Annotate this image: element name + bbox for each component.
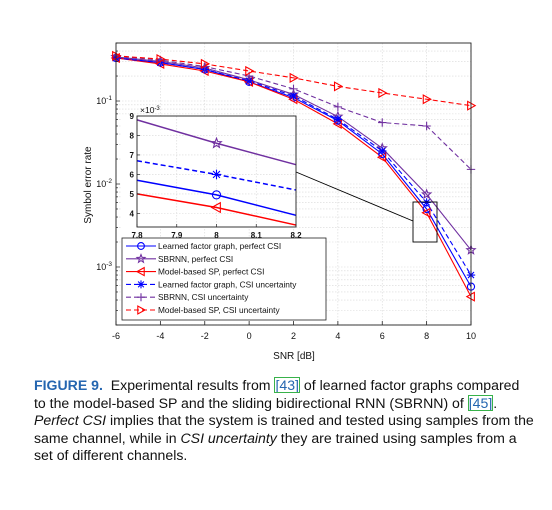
figure-caption: FIGURE 9. Experimental results from [43]… — [34, 377, 534, 465]
inset-series-line-model-based-sp-perfect-csi — [136, 193, 297, 226]
main-x-tick-label: 10 — [466, 331, 476, 341]
main-x-tick-label: -4 — [156, 331, 164, 341]
inset-y-tick-label: 8 — [130, 131, 135, 140]
legend-entry-label: Learned factor graph, perfect CSI — [158, 241, 281, 251]
data-point-sbrnn-csi-uncertainty — [333, 102, 343, 112]
inset-x-tick-label: 8 — [214, 231, 219, 240]
data-point-model-based-sp-perfect-csi — [421, 207, 431, 218]
caption-text: Experimental results from — [110, 377, 275, 393]
data-point-sbrnn-perfect-csi — [420, 188, 433, 200]
legend-marker-learned-factor-graph-csi-uncertainty — [137, 280, 145, 289]
inset-ticks: 7.8 7.9 8 8.1 8.2 4 5 6 7 8 9 — [130, 112, 303, 240]
legend-entry-label: Model-based SP, perfect CSI — [158, 267, 264, 277]
data-point-model-based-sp-csi-uncertainty — [333, 81, 344, 92]
data-point-model-based-sp-csi-uncertainty — [156, 53, 166, 65]
y-axis-label: Symbol error rate — [83, 146, 94, 224]
inset-data-point-learned-factor-graph-perfect-csi — [211, 190, 222, 200]
data-point-model-based-sp-csi-uncertainty — [200, 58, 211, 70]
inset-data-point-sbrnn-perfect-csi — [210, 136, 223, 149]
legend-marker-sbrnn-perfect-csi — [135, 253, 147, 264]
inset-data-point-learned-factor-graph-csi-uncertainty — [211, 169, 222, 180]
legend-entry-label: SBRNN, CSI uncertainty — [158, 292, 249, 302]
zoom-connector-line — [295, 171, 414, 222]
data-point-sbrnn-csi-uncertainty — [378, 118, 387, 127]
data-point-learned-factor-graph-csi-uncertainty — [289, 91, 298, 101]
inset-series-line-sbrnn-perfect-csi — [136, 119, 297, 166]
data-point-learned-factor-graph-csi-uncertainty — [378, 146, 387, 156]
inset-x-tick-label: 8.1 — [251, 231, 263, 240]
data-point-sbrnn-csi-uncertainty — [289, 84, 298, 94]
main-ticks: -6 -4 -2 0 2 4 6 8 10 10-3 10-2 10-1 — [96, 42, 476, 341]
caption-figure-label: FIGURE 9. — [34, 377, 103, 393]
citation-link-43[interactable]: [43] — [274, 377, 300, 393]
inset-y-tick-label: 7 — [130, 151, 135, 160]
legend-entry-label: Model-based SP, CSI uncertainty — [158, 305, 280, 315]
caption-text: implies that the system is trained and t… — [34, 412, 534, 446]
zoom-region-box — [412, 201, 438, 243]
legend-marker-model-based-sp-perfect-csi — [135, 266, 145, 277]
data-point-learned-factor-graph-csi-uncertainty — [333, 115, 343, 124]
main-y-tick-label: 10-1 — [96, 95, 112, 106]
series-line-model-based-sp-csi-uncertainty — [115, 55, 472, 107]
caption-text: they are trained using samples from a se… — [34, 429, 517, 464]
data-point-learned-factor-graph-csi-uncertainty — [244, 76, 254, 86]
inset-series-line-learned-factor-graph-perfect-csi — [136, 179, 297, 217]
series-line-learned-factor-graph-csi-uncertainty — [115, 57, 472, 276]
inset-background — [121, 116, 296, 228]
legend-marker-sbrnn-csi-uncertainty — [137, 293, 145, 302]
inset-series-markers — [210, 136, 223, 214]
citation-link-45[interactable]: [45] — [467, 394, 494, 411]
legend-marker-learned-factor-graph-perfect-csi — [137, 242, 145, 250]
main-x-tick-label: 6 — [380, 331, 385, 341]
data-point-sbrnn-csi-uncertainty — [422, 121, 431, 131]
inset-x-tick-label: 8.2 — [290, 231, 302, 240]
data-point-model-based-sp-csi-uncertainty — [245, 65, 255, 77]
main-x-tick-label: -6 — [112, 331, 120, 341]
data-point-model-based-sp-csi-uncertainty — [378, 87, 388, 99]
main-y-tick-label: 10-2 — [96, 178, 112, 189]
caption-text: . — [493, 394, 498, 411]
inset-y-tick-label: 6 — [130, 170, 135, 179]
main-x-tick-label: 2 — [291, 331, 296, 341]
ser-figure: -6 -4 -2 0 2 4 6 8 10 10-3 10-2 10-1 7.8 7.9 8 8.1 8.2 4… — [83, 42, 477, 362]
data-point-model-based-sp-csi-uncertainty — [289, 72, 299, 84]
x-axis-label: SNR [dB] — [273, 351, 315, 362]
caption-text: of learned factor graphs compared to the… — [34, 377, 520, 411]
caption-emphasis: Perfect CSI — [34, 412, 107, 429]
caption-emphasis: CSI uncertainty — [180, 429, 277, 446]
inset-y-tick-label: 4 — [130, 209, 135, 218]
main-x-tick-label: -2 — [201, 331, 209, 341]
inset-y-tick-label: 9 — [130, 112, 135, 121]
inset-y-tick-label: 5 — [130, 190, 135, 199]
inset-data-point-model-based-sp-perfect-csi — [210, 201, 221, 214]
inset-x-tick-label: 7.9 — [171, 231, 183, 240]
legend-box — [121, 237, 327, 321]
data-point-model-based-sp-csi-uncertainty — [422, 94, 432, 105]
legend: Learned factor graph, perfect CSI SBRNN, … — [126, 241, 297, 315]
main-y-tick-label: 10-3 — [96, 261, 112, 272]
legend-marker-model-based-sp-csi-uncertainty — [137, 305, 147, 315]
inset-y-multiplier: ×10-3 — [140, 105, 160, 115]
main-x-tick-label: 8 — [424, 331, 429, 341]
legend-entry-label: Learned factor graph, CSI uncertainty — [158, 279, 297, 289]
inset-x-tick-label: 7.8 — [131, 231, 143, 240]
legend-entry-label: SBRNN, perfect CSI — [158, 254, 233, 264]
main-x-tick-label: 4 — [335, 331, 340, 341]
main-x-tick-label: 0 — [247, 331, 252, 341]
